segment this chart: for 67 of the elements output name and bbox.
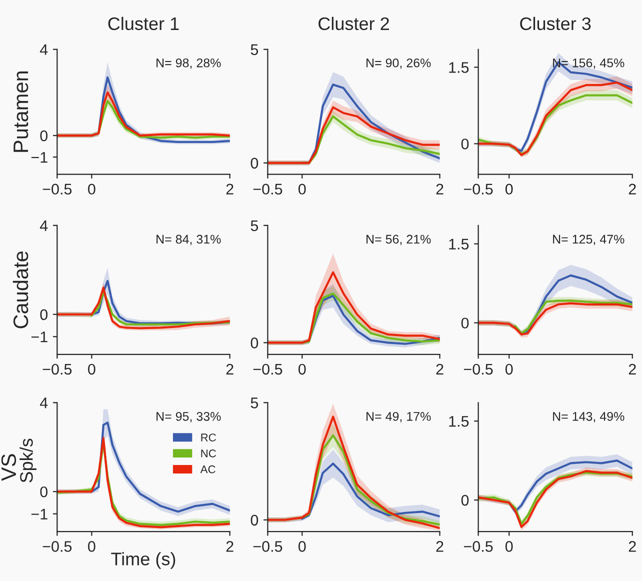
x-tick-label: 0 bbox=[88, 364, 96, 375]
y-tick-label: 0 bbox=[250, 338, 258, 348]
chart-title: Cluster 1 bbox=[108, 16, 179, 30]
x-tick-label: 0 bbox=[298, 541, 306, 552]
y-tick-label: 1.5 bbox=[449, 62, 469, 73]
y-tick-label: 0 bbox=[40, 486, 48, 498]
y-axis-title: Spk/s bbox=[20, 438, 36, 482]
y-tick-label: 0 bbox=[461, 494, 469, 506]
y-tick-label: 1.5 bbox=[449, 416, 469, 427]
y-tick-label: 5 bbox=[250, 398, 258, 408]
x-tick-label: −0.5 bbox=[42, 541, 72, 552]
x-tick-label: −0.5 bbox=[253, 184, 282, 195]
annotation: N= 49, 17% bbox=[366, 412, 431, 422]
text: VS bbox=[1, 454, 16, 481]
x-tick-label: 0 bbox=[505, 364, 513, 375]
y-tick-label: 4 bbox=[40, 220, 48, 231]
x-tick-label: −0.5 bbox=[42, 184, 72, 195]
annotation: N= 95, 33% bbox=[156, 412, 221, 422]
x-tick-label: −0.5 bbox=[464, 184, 493, 195]
x-tick-label: −0.5 bbox=[42, 364, 72, 375]
x-tick-label: −0.5 bbox=[464, 364, 493, 375]
x-tick-label: 0 bbox=[505, 184, 513, 195]
x-axis-title: Time (s) bbox=[111, 552, 176, 569]
y-tick-label: −1 bbox=[31, 508, 48, 520]
y-tick-label: 5 bbox=[250, 220, 258, 232]
x-tick-label: 2 bbox=[226, 364, 234, 375]
y-tick-label: 4 bbox=[40, 44, 48, 55]
y-tick-label: 0 bbox=[40, 309, 48, 320]
y-tick-label: −1 bbox=[31, 152, 48, 163]
text: Caudate bbox=[12, 251, 28, 328]
x-tick-label: 2 bbox=[436, 541, 444, 552]
x-tick-label: 0 bbox=[505, 541, 513, 552]
y-tick-label: 1.5 bbox=[449, 238, 469, 250]
x-tick-label: 0 bbox=[298, 184, 306, 195]
x-tick-label: 2 bbox=[628, 541, 636, 552]
x-tick-label: 2 bbox=[436, 364, 444, 375]
x-tick-label: −0.5 bbox=[253, 541, 282, 552]
annotation: N= 98, 28% bbox=[156, 58, 221, 69]
x-tick-label: 2 bbox=[628, 364, 636, 375]
x-tick-label: −0.5 bbox=[464, 541, 493, 552]
legend-label: RC bbox=[201, 434, 216, 442]
x-tick-label: 2 bbox=[628, 184, 636, 194]
x-tick-label: 2 bbox=[226, 184, 234, 194]
x-tick-label: −0.5 bbox=[253, 364, 282, 375]
text: Putamen bbox=[14, 72, 28, 152]
annotation: N= 56, 21% bbox=[366, 234, 431, 246]
legend-label: NC bbox=[201, 449, 216, 458]
x-tick-label: 2 bbox=[226, 541, 234, 552]
y-tick-label: −1 bbox=[31, 332, 48, 342]
y-tick-label: 0 bbox=[461, 138, 469, 150]
chart-title: Cluster 2 bbox=[318, 16, 389, 30]
y-tick-label: 0 bbox=[250, 514, 258, 526]
y-tick-label: 0 bbox=[250, 158, 258, 169]
x-tick-label: 0 bbox=[298, 364, 306, 375]
annotation: N= 143, 49% bbox=[553, 412, 624, 422]
y-tick-label: 4 bbox=[40, 398, 48, 408]
x-tick-label: 0 bbox=[88, 541, 96, 552]
legend-label: AC bbox=[200, 465, 216, 474]
annotation: N= 125, 47% bbox=[553, 234, 624, 246]
annotation: N= 84, 31% bbox=[156, 234, 221, 246]
y-tick-label: 0 bbox=[461, 318, 469, 329]
x-tick-label: 2 bbox=[436, 184, 444, 194]
chart-title: Cluster 3 bbox=[520, 16, 591, 30]
y-tick-label: 0 bbox=[40, 130, 48, 142]
y-tick-label: 5 bbox=[250, 44, 258, 56]
x-tick-label: 0 bbox=[88, 184, 96, 195]
annotation: N= 90, 26% bbox=[366, 58, 431, 69]
